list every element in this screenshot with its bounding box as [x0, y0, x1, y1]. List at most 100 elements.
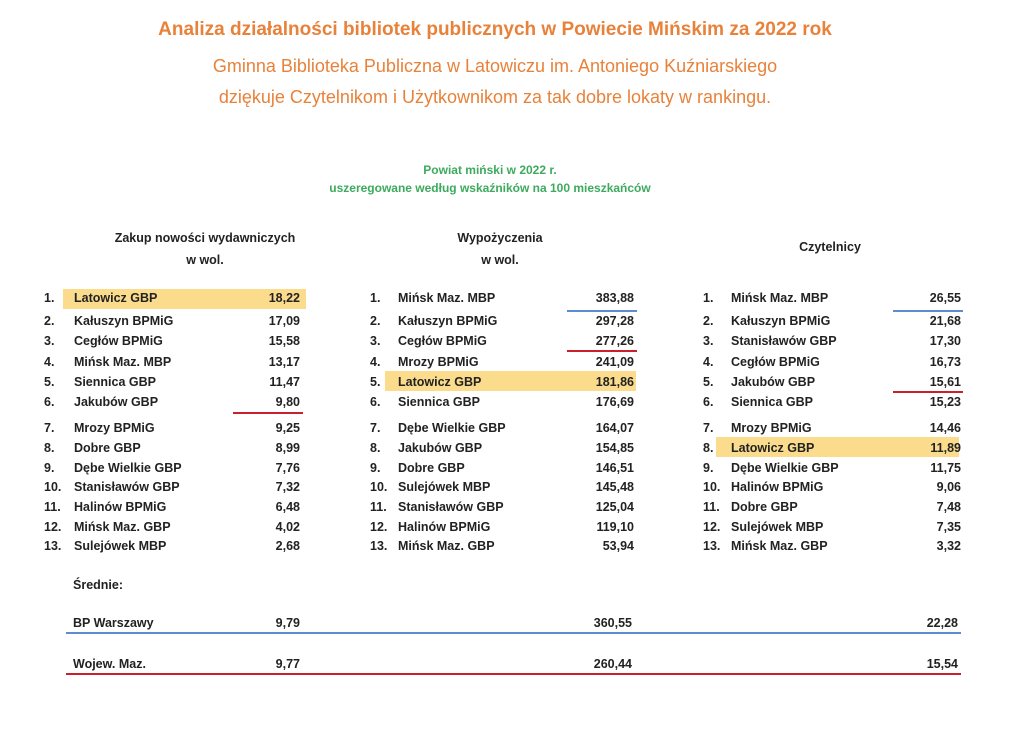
acquisitions-row: 8. Dobre GBP 8,99: [44, 439, 300, 457]
averages-label: Średnie:: [73, 578, 124, 592]
indicator-value: 176,69: [595, 395, 634, 409]
rank-number: 2.: [44, 314, 55, 328]
rank-number: 9.: [703, 461, 714, 475]
acquisitions-row: 6. Jakubów GBP 9,80: [44, 393, 300, 411]
indicator-value: 8,99: [275, 441, 300, 455]
rank-number: 3.: [44, 334, 55, 348]
loans-row: 4. Mrozy BPMiG 241,09: [370, 353, 634, 371]
library-name: Mińsk Maz. GBP: [731, 539, 828, 553]
library-name: Kałuszyn BPMiG: [731, 314, 831, 328]
rank-number: 4.: [44, 355, 55, 369]
rank-number: 8.: [44, 441, 55, 455]
rank-number: 12.: [703, 520, 721, 534]
acquisitions-row: 7. Mrozy BPMiG 9,25: [44, 419, 300, 437]
column-header-acquisitions-line2: w wol.: [186, 253, 224, 267]
blue-underline-minsk-mbp-readers: [893, 310, 963, 312]
rank-number: 11.: [44, 500, 61, 514]
rank-number: 8.: [703, 441, 714, 455]
indicator-value: 146,51: [595, 461, 634, 475]
library-name: Sulejówek MBP: [74, 539, 167, 553]
library-name: Mrozy BPMiG: [731, 421, 812, 435]
readers-row: 12. Sulejówek MBP 7,35: [703, 518, 961, 536]
readers-row: 11. Dobre GBP 7,48: [703, 498, 961, 516]
rank-number: 2.: [703, 314, 714, 328]
acquisitions-row: 12. Mińsk Maz. GBP 4,02: [44, 518, 300, 536]
indicator-value: 9,80: [275, 395, 300, 409]
indicator-value: 18,22: [268, 291, 300, 305]
avg-warsaw-acquisitions: 9,79: [275, 616, 300, 630]
readers-row: 3. Stanisławów GBP 17,30: [703, 332, 961, 350]
rank-number: 5.: [44, 375, 55, 389]
indicator-value: 9,25: [275, 421, 300, 435]
rank-number: 10.: [370, 480, 388, 494]
library-name: Jakubów GBP: [398, 441, 483, 455]
rank-number: 7.: [703, 421, 714, 435]
indicator-value: 297,28: [595, 314, 634, 328]
rank-number: 13.: [703, 539, 721, 553]
rank-number: 2.: [370, 314, 381, 328]
avg-warsaw-name: BP Warszawy: [73, 616, 154, 630]
loans-row: 3. Cegłów BPMiG 277,26: [370, 332, 634, 350]
rank-number: 9.: [44, 461, 55, 475]
indicator-value: 119,10: [596, 520, 634, 534]
rank-number: 4.: [703, 355, 714, 369]
rank-number: 8.: [370, 441, 381, 455]
acquisitions-row: 9. Dębe Wielkie GBP 7,76: [44, 459, 300, 477]
indicator-value: 125,04: [595, 500, 634, 514]
indicator-value: 17,30: [929, 334, 961, 348]
blue-underline-minsk-mbp-loans: [567, 310, 637, 312]
library-name: Mińsk Maz. GBP: [74, 520, 171, 534]
rank-number: 6.: [370, 395, 381, 409]
page-title: Analiza działalności bibliotek publiczny…: [158, 19, 832, 40]
rank-number: 10.: [44, 480, 62, 494]
loans-row: 11. Stanisławów GBP 125,04: [370, 498, 634, 516]
readers-row: 5. Jakubów GBP 15,61: [703, 373, 961, 391]
library-name: Sulejówek MBP: [731, 520, 824, 534]
acquisitions-row: 11. Halinów BPMiG 6,48: [44, 498, 300, 516]
library-name: Mrozy BPMiG: [398, 355, 479, 369]
table-subtitle-1: Powiat miński w 2022 r.: [423, 163, 557, 177]
library-name: Kałuszyn BPMiG: [74, 314, 174, 328]
red-line-mazowsze: [66, 673, 961, 675]
library-name: Dębe Wielkie GBP: [398, 421, 506, 435]
rank-number: 4.: [370, 355, 381, 369]
indicator-value: 17,09: [268, 314, 300, 328]
table-subtitle-2: uszeregowane według wskaźników na 100 mi…: [329, 181, 651, 195]
loans-row: 12. Halinów BPMiG 119,10: [370, 518, 634, 536]
red-underline-jakubow-readers: [893, 391, 963, 393]
column-header-acquisitions: Zakup nowości wydawniczych w wol.: [95, 227, 315, 271]
rank-number: 6.: [44, 395, 55, 409]
indicator-value: 14,46: [929, 421, 961, 435]
red-underline-ceglow-loans: [567, 350, 637, 352]
loans-row: 1. Mińsk Maz. MBP 383,88: [370, 289, 634, 307]
loans-row: 7. Dębe Wielkie GBP 164,07: [370, 419, 634, 437]
rank-number: 1.: [370, 291, 381, 305]
indicator-value: 11,47: [269, 375, 300, 389]
library-name: Siennica GBP: [398, 395, 480, 409]
indicator-value: 2,68: [275, 539, 300, 553]
indicator-value: 3,32: [936, 539, 961, 553]
library-name: Cegłów BPMiG: [398, 334, 487, 348]
column-header-readers: Czytelnicy: [770, 236, 890, 258]
acquisitions-row: 2. Kałuszyn BPMiG 17,09: [44, 312, 300, 330]
library-name: Mińsk Maz. MBP: [398, 291, 496, 305]
indicator-value: 7,32: [275, 480, 300, 494]
loans-row: 9. Dobre GBP 146,51: [370, 459, 634, 477]
avg-mazowsze-readers: 15,54: [926, 657, 958, 671]
indicator-value: 53,94: [602, 539, 634, 553]
indicator-value: 7,48: [936, 500, 961, 514]
library-name: Halinów BPMiG: [731, 480, 824, 494]
readers-row: 4. Cegłów BPMiG 16,73: [703, 353, 961, 371]
indicator-value: 26,55: [929, 291, 961, 305]
library-name: Halinów BPMiG: [74, 500, 167, 514]
column-header-readers-line1: Czytelnicy: [799, 240, 861, 254]
library-name: Latowicz GBP: [398, 375, 482, 389]
rank-number: 7.: [370, 421, 381, 435]
indicator-value: 9,06: [936, 480, 961, 494]
rank-number: 11.: [703, 500, 720, 514]
readers-row: 1. Mińsk Maz. MBP 26,55: [703, 289, 961, 307]
acquisitions-row: 3. Cegłów BPMiG 15,58: [44, 332, 300, 350]
indicator-value: 4,02: [275, 520, 300, 534]
avg-warsaw-loans: 360,55: [593, 616, 632, 630]
library-name: Jakubów GBP: [74, 395, 159, 409]
